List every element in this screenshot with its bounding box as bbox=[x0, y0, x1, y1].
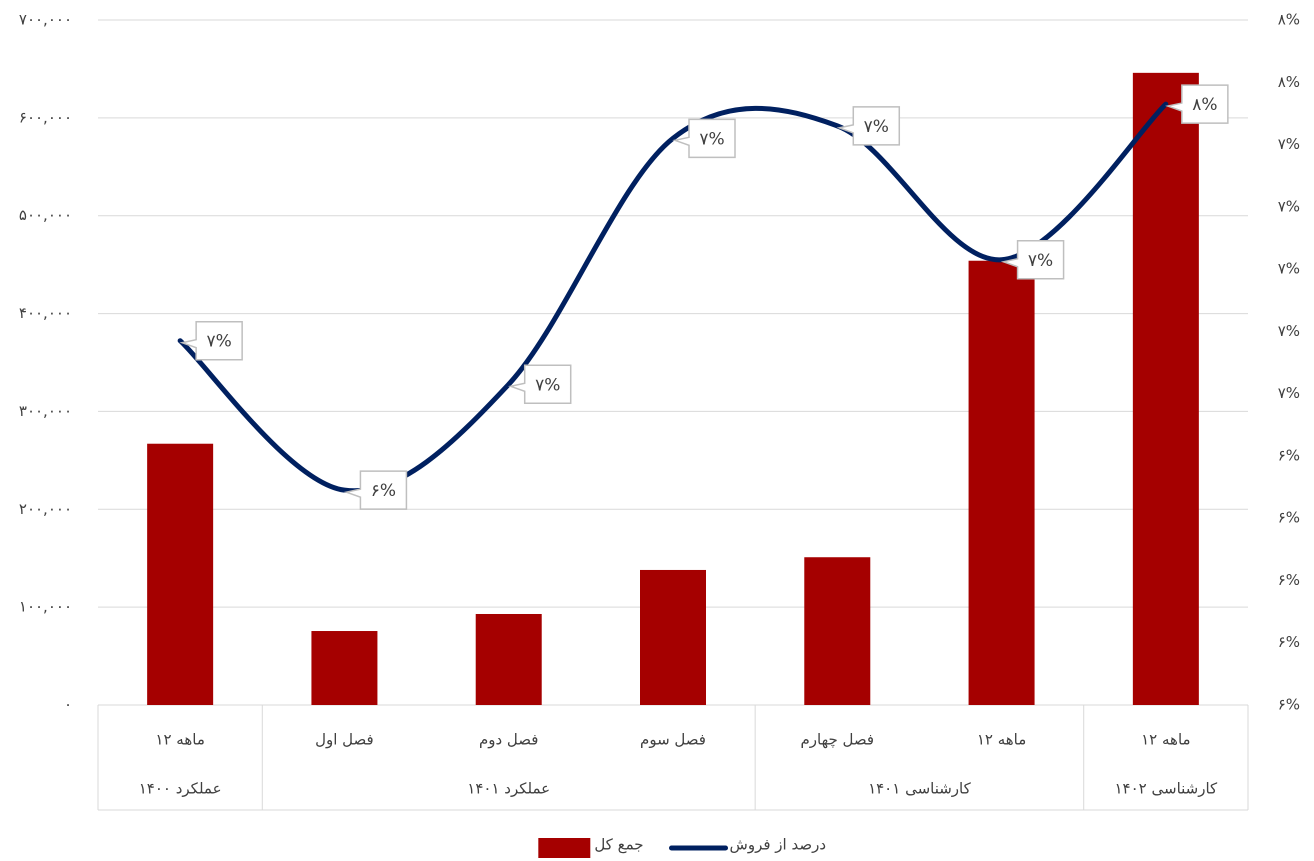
data-label-box bbox=[672, 118, 736, 159]
group-label: کارشناسی ۱۴۰۲ bbox=[1115, 780, 1219, 798]
y2-tick-label: ۶% bbox=[1278, 633, 1300, 651]
y-tick-label: ۷۰۰,۰۰۰ bbox=[19, 11, 72, 29]
y-tick-label: ۳۰۰,۰۰۰ bbox=[19, 402, 72, 420]
data-label: ۶% bbox=[371, 481, 396, 501]
data-label-box bbox=[1000, 240, 1065, 280]
legend-label: درصد از فروش bbox=[730, 836, 826, 854]
data-label: ۷% bbox=[206, 332, 231, 352]
data-label-box bbox=[343, 470, 408, 510]
data-label: ۸% bbox=[1192, 95, 1217, 115]
bar bbox=[147, 443, 214, 705]
y2-tick-label: ۶% bbox=[1278, 696, 1300, 714]
line bbox=[177, 101, 1169, 494]
y2-tick-label: ۷% bbox=[1278, 197, 1300, 215]
group-label: عملکرد ۱۴۰۱ bbox=[467, 780, 550, 798]
data-label: ۷% bbox=[864, 117, 889, 137]
y2-tick-label: ۶% bbox=[1278, 446, 1300, 464]
data-label-box bbox=[179, 320, 243, 361]
y2-tick-label: ۷% bbox=[1278, 260, 1300, 278]
x-tick-label: فصل اول bbox=[315, 731, 374, 749]
bar bbox=[968, 260, 1035, 705]
y2-tick-label: ۶% bbox=[1278, 509, 1300, 527]
data-label-box bbox=[507, 364, 572, 405]
bar bbox=[1132, 72, 1199, 706]
x-tick-label: فصل دوم bbox=[479, 731, 539, 749]
legend-label: جمع کل bbox=[594, 836, 643, 854]
x-tick-label: فصل چهارم bbox=[800, 731, 874, 749]
y2-tick-label: ۸% bbox=[1278, 11, 1300, 29]
bar bbox=[311, 631, 378, 705]
data-label: ۷% bbox=[535, 375, 560, 395]
x-tick-label: ۱۲ ماهه bbox=[155, 731, 204, 749]
legend-swatch bbox=[538, 838, 591, 858]
x-tick-label: ۱۲ ماهه bbox=[1141, 731, 1190, 749]
y2-tick-label: ۸% bbox=[1278, 73, 1300, 91]
x-tick-label: ۱۲ ماهه bbox=[977, 731, 1026, 749]
y2-tick-label: ۶% bbox=[1278, 571, 1300, 589]
y2-tick-label: ۷% bbox=[1278, 384, 1300, 402]
bar bbox=[804, 557, 871, 705]
y-tick-label: ۱۰۰,۰۰۰ bbox=[19, 598, 72, 616]
y-tick-label: ۰ bbox=[64, 696, 72, 714]
bar bbox=[640, 569, 706, 705]
data-label: ۷% bbox=[1028, 251, 1053, 271]
y2-tick-label: ۷% bbox=[1278, 135, 1300, 153]
bar bbox=[475, 613, 542, 705]
x-tick-label: فصل سوم bbox=[640, 731, 706, 749]
y-tick-label: ۴۰۰,۰۰۰ bbox=[19, 304, 72, 322]
data-label: ۷% bbox=[699, 129, 724, 149]
data-label-box bbox=[836, 106, 901, 146]
y-tick-label: ۵۰۰,۰۰۰ bbox=[19, 206, 72, 224]
y2-tick-label: ۷% bbox=[1278, 322, 1300, 340]
group-label: کارشناسی ۱۴۰۱ bbox=[868, 780, 972, 798]
y-tick-label: ۶۰۰,۰۰۰ bbox=[19, 108, 72, 126]
data-label-box bbox=[1165, 84, 1229, 124]
y-tick-label: ۲۰۰,۰۰۰ bbox=[19, 500, 72, 518]
group-label: عملکرد ۱۴۰۰ bbox=[139, 780, 222, 798]
